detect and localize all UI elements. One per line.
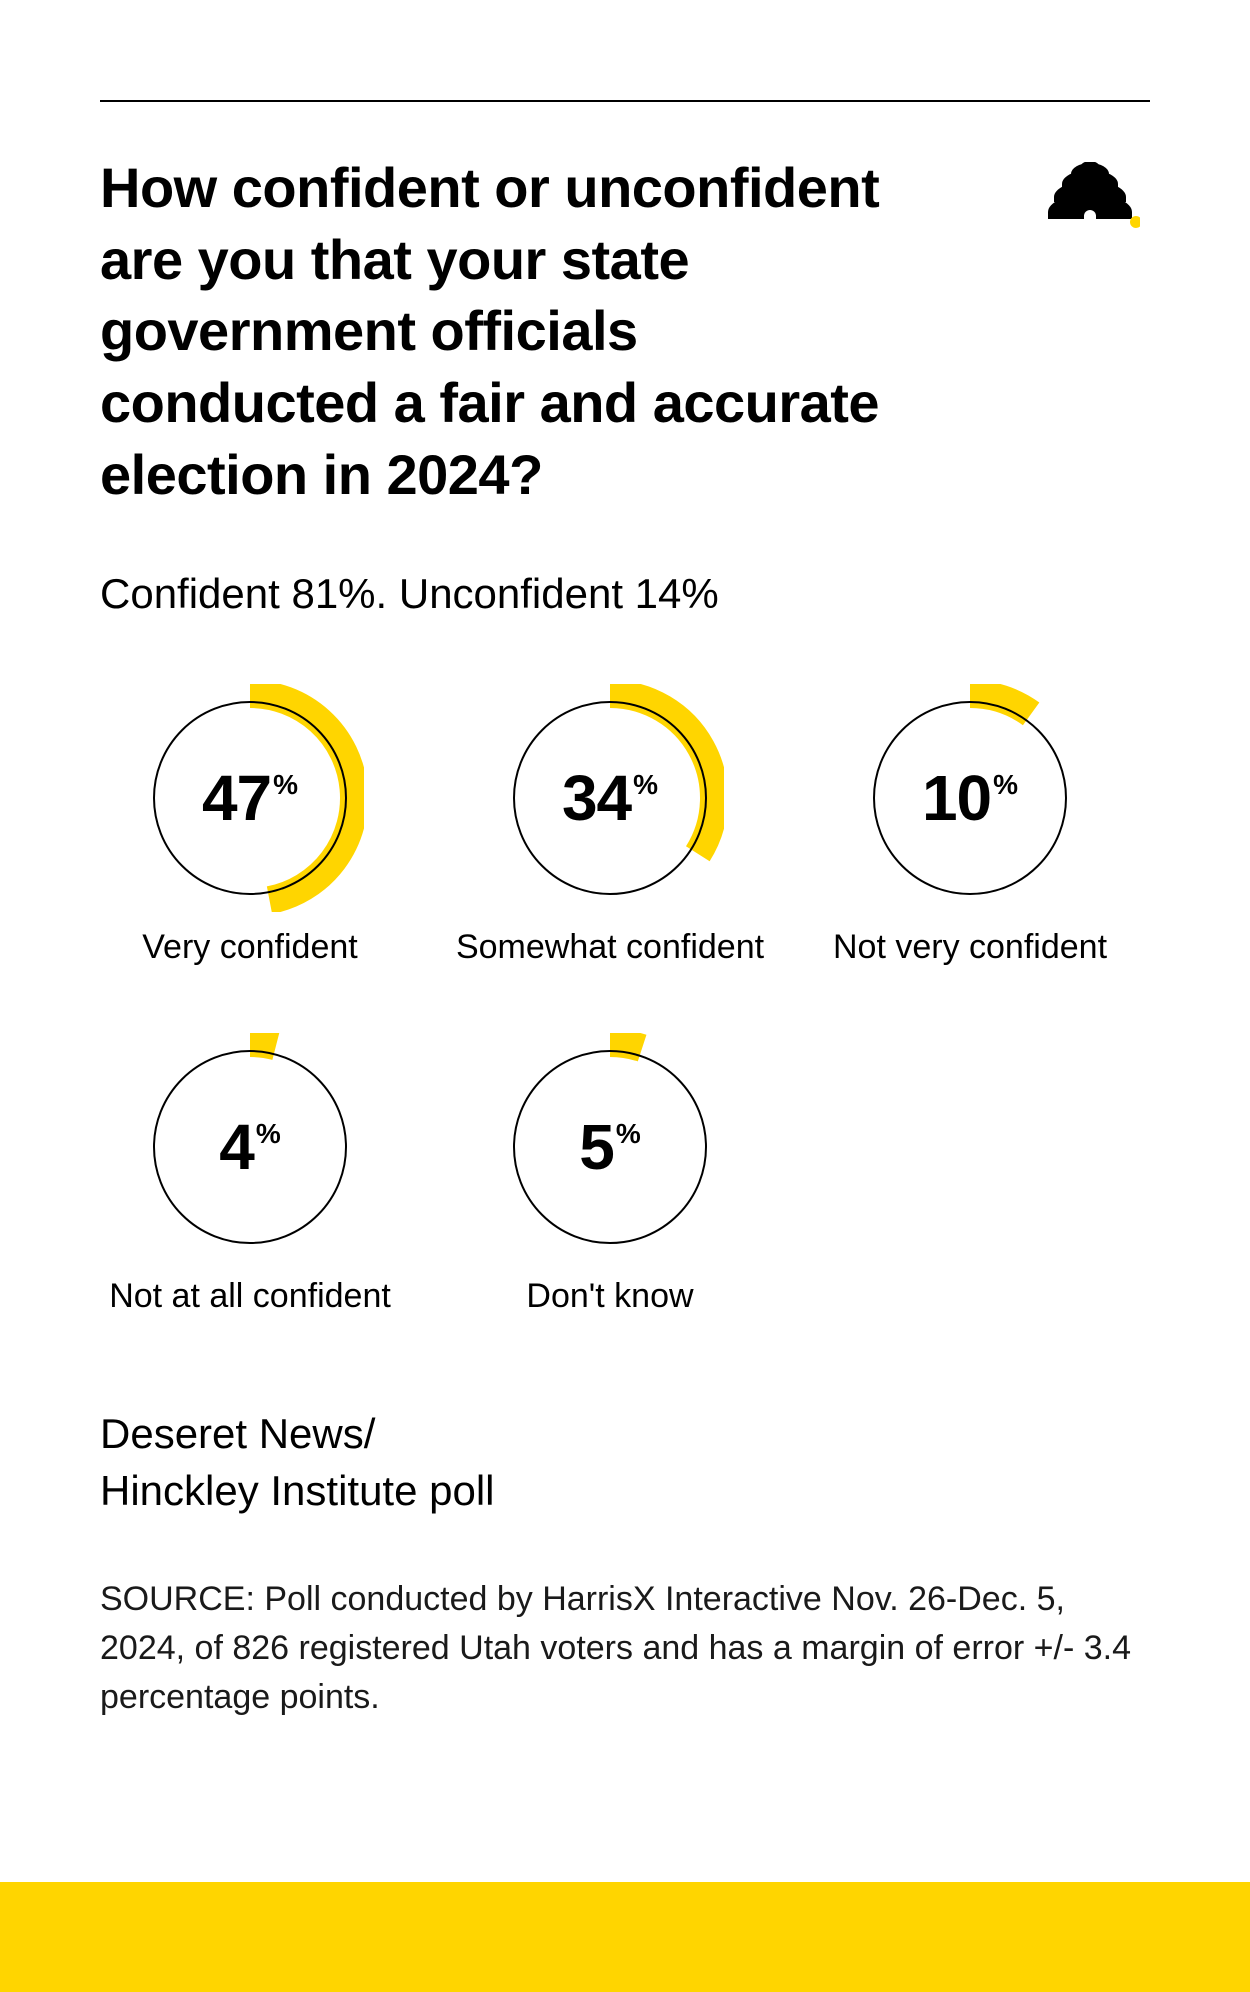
donut: 5%	[510, 1047, 710, 1247]
donut-center: 10%	[870, 698, 1070, 898]
source-note: SOURCE: Poll conducted by HarrisX Intera…	[100, 1575, 1140, 1723]
donut-center: 34%	[510, 698, 710, 898]
attribution-line-2: Hinckley Institute poll	[100, 1463, 1150, 1520]
donut-label: Don't know	[526, 1277, 693, 1316]
percent-symbol: %	[993, 769, 1018, 801]
top-rule	[100, 100, 1150, 102]
attribution-line-1: Deseret News/	[100, 1406, 1150, 1463]
donut: 47%	[150, 698, 350, 898]
footer-accent-bar	[0, 1882, 1250, 1992]
donut-label: Not very confident	[833, 928, 1107, 967]
donut-chart: 5% Don't know	[460, 1047, 760, 1316]
percent-symbol: %	[633, 769, 658, 801]
percent-symbol: %	[256, 1118, 281, 1150]
donut-center: 4%	[150, 1047, 350, 1247]
donut-chart: 34%Somewhat confident	[460, 698, 760, 967]
donut-label: Very confident	[142, 928, 357, 967]
infographic-page: How confident or unconfident are you tha…	[0, 0, 1250, 1992]
donut-value: 34	[562, 761, 631, 835]
header-row: How confident or unconfident are you tha…	[100, 152, 1150, 510]
summary-line: Confident 81%. Unconfident 14%	[100, 570, 1150, 618]
donut-value: 5	[579, 1110, 614, 1184]
donut-center: 5%	[510, 1047, 710, 1247]
poll-attribution: Deseret News/ Hinckley Institute poll	[100, 1406, 1150, 1519]
donut-chart: 4% Not at all confident	[100, 1047, 400, 1316]
donut-value: 47	[202, 761, 271, 835]
donut-chart: 47% Very confident	[100, 698, 400, 967]
poll-question: How confident or unconfident are you tha…	[100, 152, 900, 510]
donut: 34%	[510, 698, 710, 898]
percent-symbol: %	[273, 769, 298, 801]
donut-label: Not at all confident	[109, 1277, 391, 1316]
donut: 4%	[150, 1047, 350, 1247]
donut: 10%	[870, 698, 1070, 898]
donut-value: 10	[922, 761, 991, 835]
percent-symbol: %	[616, 1118, 641, 1150]
donut-grid: 47%Very confident34%Somewhat confident10…	[100, 698, 1150, 1316]
beehive-logo	[1040, 162, 1140, 247]
donut-center: 47%	[150, 698, 350, 898]
donut-arc	[250, 1043, 276, 1046]
donut-label: Somewhat confident	[456, 928, 764, 967]
donut-value: 4	[219, 1110, 254, 1184]
donut-chart: 10% Not very confident	[820, 698, 1120, 967]
